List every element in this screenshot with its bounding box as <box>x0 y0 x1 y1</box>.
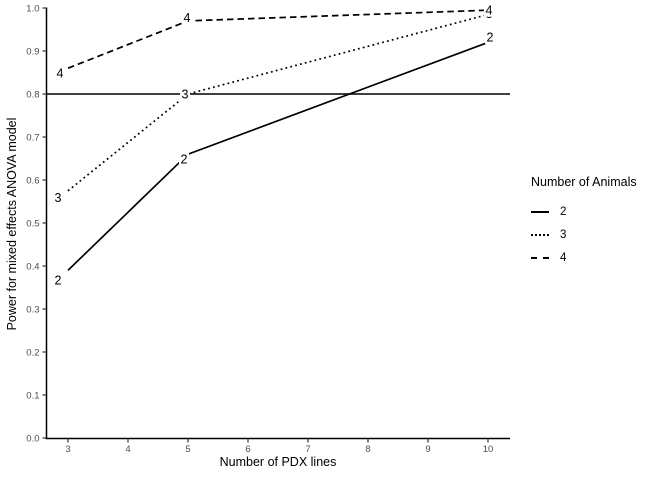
point-label-2: 2 <box>55 274 62 288</box>
legend-item-label: 2 <box>560 205 567 218</box>
x-tick-label: 5 <box>185 444 190 455</box>
point-label-bg <box>180 87 190 101</box>
point-label-bg <box>53 191 63 205</box>
legend-title: Number of Animals <box>531 175 637 189</box>
y-tick-label: 0.2 <box>26 347 39 358</box>
y-tick-label: 0.8 <box>26 89 39 100</box>
y-tick-label: 0.3 <box>26 304 39 315</box>
series-line-2 <box>67 41 489 271</box>
legend-item-label: 4 <box>560 251 567 264</box>
x-tick-label: 7 <box>305 444 310 455</box>
y-tick-label: 0.0 <box>26 433 39 444</box>
y-tick-label: 0.9 <box>26 46 39 57</box>
point-label-4: 4 <box>184 11 191 25</box>
y-tick-label: 0.1 <box>26 390 39 401</box>
x-axis-title: Number of PDX lines <box>219 455 337 469</box>
y-tick-label: 1.0 <box>26 3 39 14</box>
point-label-bg <box>55 66 65 80</box>
point-label-3: 3 <box>55 191 62 205</box>
series-line-4 <box>67 9 489 69</box>
legend-item-4: 4 <box>531 246 637 269</box>
point-label-bg <box>53 273 63 287</box>
point-label-3: 3 <box>182 87 189 101</box>
legend-item-2: 2 <box>531 200 637 223</box>
solid-line-swatch <box>531 210 549 213</box>
y-tick-label: 0.4 <box>26 261 39 272</box>
x-tick-label: 4 <box>125 444 130 455</box>
legend-item-label: 3 <box>560 228 567 241</box>
x-tick-label: 9 <box>425 444 430 455</box>
point-label-bg <box>182 11 192 25</box>
point-label-4: 4 <box>486 3 493 17</box>
dashed-line-swatch <box>531 256 549 259</box>
point-label-4: 4 <box>57 67 64 81</box>
legend: Number of Animals 2 3 4 <box>531 175 637 269</box>
x-tick-label: 3 <box>65 444 70 455</box>
point-label-bg <box>485 30 495 44</box>
y-tick-label: 0.6 <box>26 175 39 186</box>
y-tick-label: 0.5 <box>26 218 39 229</box>
series-line-3 <box>67 13 489 192</box>
x-tick-label: 8 <box>365 444 370 455</box>
point-label-bg <box>179 152 189 166</box>
point-label-2: 2 <box>487 31 494 45</box>
y-axis-title: Power for mixed effects ANOVA model <box>5 117 19 331</box>
point-label-bg <box>484 3 494 17</box>
dotted-line-swatch <box>531 233 549 236</box>
legend-item-3: 3 <box>531 223 637 246</box>
x-tick-label: 10 <box>483 444 494 455</box>
y-tick-label: 0.7 <box>26 132 39 143</box>
x-tick-label: 6 <box>245 444 250 455</box>
point-label-2: 2 <box>181 153 188 167</box>
